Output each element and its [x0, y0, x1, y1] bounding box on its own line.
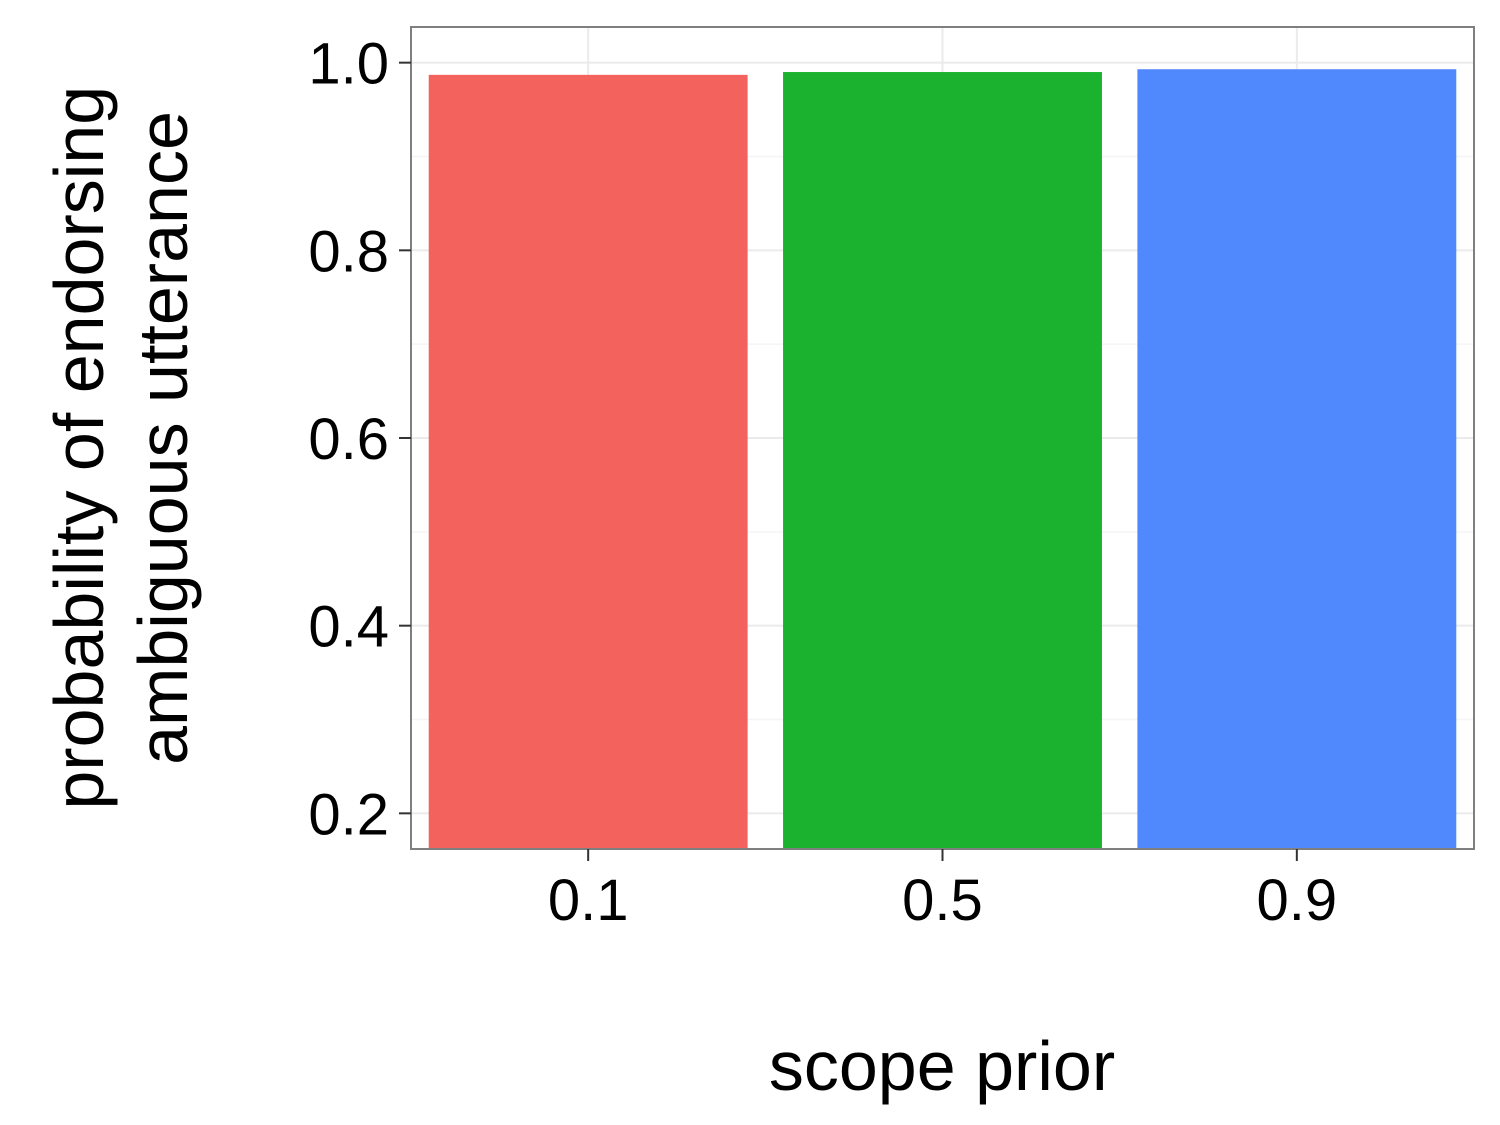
- y-tick-label: 0.2: [308, 782, 389, 847]
- y-axis: 0.2 0.4 0.6 0.8 1.0: [308, 32, 411, 847]
- y-axis-title-line-1: probability of endorsing: [40, 86, 118, 810]
- x-tick-label: 0.9: [1257, 868, 1338, 933]
- bar-0.5: [783, 72, 1102, 850]
- y-tick-label: 0.4: [308, 595, 389, 660]
- x-tick-label: 0.5: [902, 868, 983, 933]
- bar-0.9: [1137, 69, 1457, 850]
- y-tick-label: 1.0: [308, 32, 389, 97]
- y-tick-label: 0.8: [308, 219, 389, 284]
- y-axis-title: probability of endorsing ambiguous utter…: [40, 66, 202, 809]
- y-axis-title-line-2: ambiguous utterance: [124, 111, 202, 765]
- x-axis-title: scope prior: [769, 1027, 1115, 1105]
- y-tick-label: 0.6: [308, 407, 389, 472]
- x-axis: 0.1 0.5 0.9: [548, 849, 1337, 933]
- x-tick-label: 0.1: [548, 868, 629, 933]
- bars: [428, 69, 1457, 850]
- bar-0.1: [428, 74, 748, 850]
